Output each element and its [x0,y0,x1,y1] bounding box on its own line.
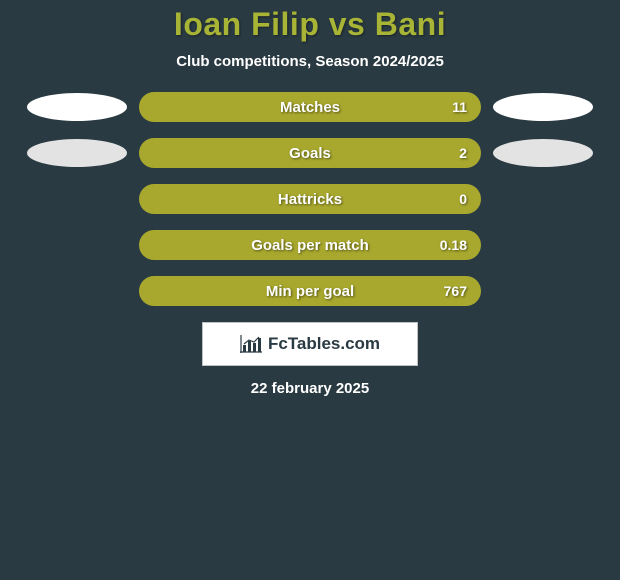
bar-value: 0.18 [440,230,467,260]
right-spacer [493,185,593,213]
subtitle: Club competitions, Season 2024/2025 [0,53,620,70]
left-ellipse [27,93,127,121]
left-ellipse [27,139,127,167]
date-text: 22 february 2025 [0,380,620,397]
right-ellipse [493,93,593,121]
logo-text: FcTables.com [268,334,380,354]
bar-label: Hattricks [139,184,481,214]
bar-value: 0 [459,184,467,214]
right-ellipse [493,139,593,167]
stat-row: Matches 11 [0,92,620,122]
page-title: Ioan Filip vs Bani [0,6,620,43]
stat-row: Goals 2 [0,138,620,168]
left-spacer [27,231,127,259]
bar-track: Goals per match 0.18 [139,230,481,260]
right-spacer [493,277,593,305]
bar-label: Goals per match [139,230,481,260]
stat-row: Hattricks 0 [0,184,620,214]
bar-value: 767 [444,276,467,306]
bar-label: Min per goal [139,276,481,306]
bar-value: 2 [459,138,467,168]
bar-value: 11 [452,92,467,122]
bar-track: Goals 2 [139,138,481,168]
bar-track: Min per goal 767 [139,276,481,306]
stat-row: Min per goal 767 [0,276,620,306]
bar-label: Goals [139,138,481,168]
stat-row: Goals per match 0.18 [0,230,620,260]
bar-chart-icon [240,335,262,353]
bar-track: Matches 11 [139,92,481,122]
bar-track: Hattricks 0 [139,184,481,214]
left-spacer [27,185,127,213]
logo-box: FcTables.com [202,322,418,366]
infographic-container: Ioan Filip vs Bani Club competitions, Se… [0,0,620,397]
bar-label: Matches [139,92,481,122]
left-spacer [27,277,127,305]
right-spacer [493,231,593,259]
